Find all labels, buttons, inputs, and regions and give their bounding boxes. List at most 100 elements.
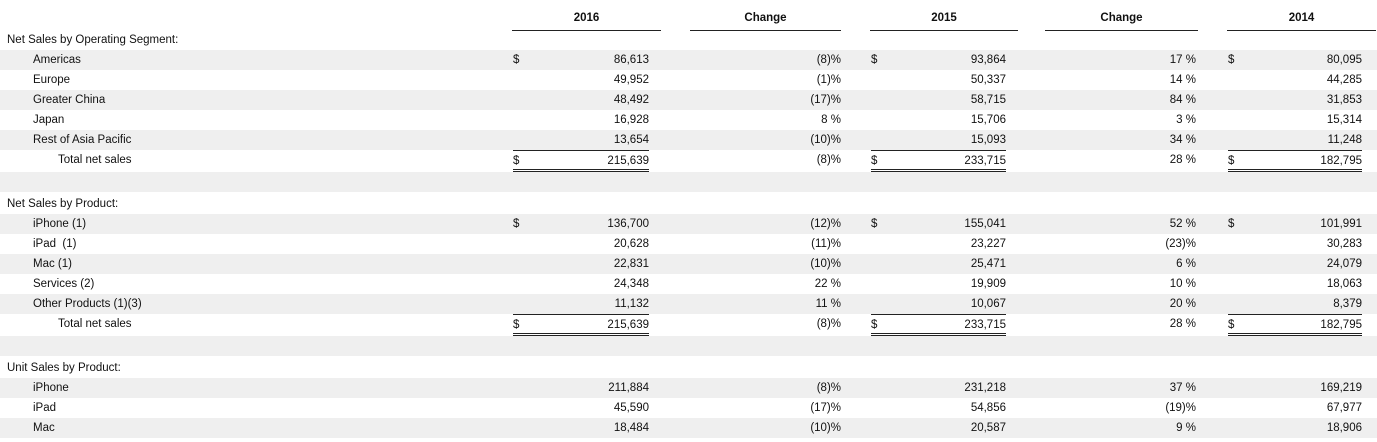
change-cell: 6 % <box>1176 258 1196 270</box>
value-cell: 15,093 <box>970 134 1006 146</box>
change-cell: (12)% <box>810 218 841 230</box>
change-cell: (8)% <box>816 54 841 66</box>
value-cell: 11,132 <box>614 298 649 310</box>
header-2014: 2014 <box>1227 10 1376 31</box>
value-cell: 8,379 <box>1333 298 1362 310</box>
value-cell: 86,613 <box>613 54 649 66</box>
change-cell: (10)% <box>810 134 841 146</box>
change-cell: 9 % <box>1176 422 1196 434</box>
currency-symbol: $ <box>513 218 520 230</box>
change-cell: 84 % <box>1169 94 1196 106</box>
change-cell: 20 % <box>1169 298 1196 310</box>
row-label: Mac (1) <box>33 258 72 270</box>
change-cell: 28 % <box>1169 154 1196 166</box>
section-title: Net Sales by Operating Segment: <box>7 34 179 46</box>
currency-symbol: $ <box>871 218 878 230</box>
change-cell: 37 % <box>1169 382 1196 394</box>
table-row: Other Products (1)(3) 11,132 11 % 10,067 20 … <box>0 294 1377 314</box>
currency-symbol: $ <box>1228 218 1235 230</box>
change-cell: 8 % <box>821 114 841 126</box>
currency-symbol: $ <box>871 54 878 66</box>
value-cell: 49,952 <box>613 74 649 86</box>
section-title: Net Sales by Product: <box>7 198 119 210</box>
value-cell: 215,639 <box>513 150 649 172</box>
row-label: Europe <box>33 74 71 86</box>
change-cell: 3 % <box>1176 114 1196 126</box>
table-row: iPad (1) 20,628 (11)% 23,227 (23)% 30,283 <box>0 234 1377 254</box>
value-cell: 22,831 <box>613 258 649 270</box>
value-cell: 44,285 <box>1326 74 1362 86</box>
value-cell: 10,067 <box>970 298 1006 310</box>
value-cell: 155,041 <box>964 218 1006 230</box>
section-separator <box>0 172 1377 192</box>
change-cell: (11)% <box>811 238 841 250</box>
row-label: Other Products (1)(3) <box>33 298 142 310</box>
row-label: Rest of Asia Pacific <box>33 134 132 146</box>
value-cell: 48,492 <box>613 94 649 106</box>
table-row: Europe 49,952 (1)% 50,337 14 % 44,285 <box>0 70 1377 90</box>
value-cell: 50,337 <box>970 74 1006 86</box>
value-cell: 80,095 <box>1326 54 1362 66</box>
value-cell: 11,248 <box>1327 134 1362 146</box>
change-cell: 28 % <box>1169 318 1196 330</box>
value-cell: 13,654 <box>613 134 649 146</box>
row-label: iPad <box>33 402 57 414</box>
row-label: Americas <box>33 54 81 66</box>
value-cell: 18,906 <box>1326 422 1362 434</box>
value-cell: 136,700 <box>607 218 649 230</box>
change-cell: (1)% <box>816 74 841 86</box>
change-cell: 52 % <box>1169 218 1196 230</box>
total-row: Total net sales $215,639 (8)% $233,715 28 % $… <box>0 150 1377 172</box>
change-cell: (8)% <box>816 382 841 394</box>
value-cell: 67,977 <box>1326 402 1362 414</box>
value-cell: 215,639 <box>513 314 649 336</box>
value-cell: 18,484 <box>613 422 649 434</box>
value-cell: 15,314 <box>1326 114 1362 126</box>
table-row: Greater China 48,492 (17)% 58,715 84 % 31,853 <box>0 90 1377 110</box>
change-cell: (10)% <box>810 258 841 270</box>
table-header: 2016 Change 2015 Change 2014 <box>0 0 1377 31</box>
currency-symbol: $ <box>513 54 520 66</box>
table-row: iPad 45,590 (17)% 54,856 (19)% 67,977 <box>0 398 1377 418</box>
value-cell: 24,348 <box>613 278 649 290</box>
value-cell: 18,063 <box>1326 278 1362 290</box>
row-label: Mac <box>33 422 55 434</box>
table-row: iPhone 211,884 (8)% 231,218 37 % 169,219 <box>0 378 1377 398</box>
table-row: Rest of Asia Pacific 13,654 (10)% 15,093 34 … <box>0 130 1377 150</box>
value-cell: 211,884 <box>608 382 649 394</box>
row-label: Services (2) <box>33 278 95 290</box>
table-row: Mac (1) 22,831 (10)% 25,471 6 % 24,079 <box>0 254 1377 274</box>
value-cell: 31,853 <box>1326 94 1362 106</box>
value-cell: 93,864 <box>970 54 1006 66</box>
header-2016: 2016 <box>512 10 661 31</box>
currency-symbol: $ <box>1228 54 1235 66</box>
change-cell: (23)% <box>1165 238 1196 250</box>
value-cell: 19,909 <box>970 278 1006 290</box>
value-cell: 30,283 <box>1326 238 1362 250</box>
change-cell: (10)% <box>810 422 841 434</box>
section-separator <box>0 336 1377 356</box>
value-cell: 231,218 <box>964 382 1006 394</box>
header-2015: 2015 <box>870 10 1018 31</box>
value-cell: 16,928 <box>613 114 649 126</box>
value-cell: 233,715 <box>871 314 1006 336</box>
row-label: iPad (1) <box>33 238 77 250</box>
change-cell: (17)% <box>810 402 841 414</box>
total-label: Total net sales <box>58 154 132 166</box>
total-row: Total net sales $215,639 (8)% $233,715 28 % $… <box>0 314 1377 336</box>
header-change-2015: Change <box>1045 10 1198 31</box>
value-cell: 25,471 <box>970 258 1006 270</box>
change-cell: 22 % <box>814 278 841 290</box>
change-cell: (8)% <box>816 154 841 166</box>
value-cell: 20,587 <box>970 422 1006 434</box>
value-cell: 101,991 <box>1320 218 1362 230</box>
value-cell: 233,715 <box>871 150 1006 172</box>
row-label: Greater China <box>33 94 106 106</box>
value-cell: 24,079 <box>1326 258 1362 270</box>
row-label: Japan <box>33 114 65 126</box>
value-cell: 20,628 <box>613 238 649 250</box>
table-row: Services (2) 24,348 22 % 19,909 10 % 18,063 <box>0 274 1377 294</box>
table-row: iPhone (1) $136,700 (12)% $155,041 52 % $101,… <box>0 214 1377 234</box>
value-cell: 182,795 <box>1228 314 1362 336</box>
section-title-row: Net Sales by Product: <box>0 194 1377 214</box>
